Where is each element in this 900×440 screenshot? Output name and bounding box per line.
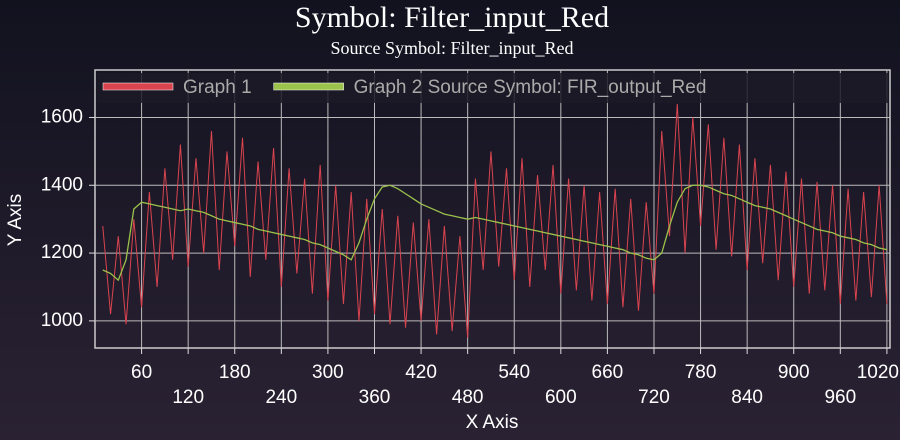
- legend-box: [97, 73, 888, 103]
- x-tick-label: 780: [685, 362, 717, 383]
- y-tick-label: 1400: [41, 174, 83, 195]
- chart-subtitle: Source Symbol: Filter_input_Red: [331, 38, 574, 58]
- series-line: [102, 103, 888, 338]
- legend-swatch: [273, 82, 344, 91]
- x-tick-label: 660: [592, 362, 624, 383]
- grid: 1000 1200 1400 1600 60 120 180 240 300 360 420 480 5…: [41, 70, 899, 408]
- x-tick-label: 180: [219, 362, 251, 383]
- legend-label: Graph 2 Source Symbol: FIR_output_Red: [354, 77, 707, 98]
- y-tick-label: 1600: [41, 106, 83, 127]
- legend: Graph 1 Graph 2 Source Symbol: FIR_output…: [97, 73, 888, 103]
- x-tick-label: 960: [824, 387, 856, 408]
- x-tick-label: 840: [731, 387, 763, 408]
- x-tick-label: 720: [638, 387, 670, 408]
- x-axis-label: X Axis: [466, 412, 519, 433]
- x-tick-label: 900: [778, 362, 810, 383]
- x-tick-label: 360: [359, 387, 391, 408]
- legend-label: Graph 1: [183, 77, 252, 98]
- x-tick-label: 480: [452, 387, 484, 408]
- x-tick-label: 540: [498, 362, 530, 383]
- chart-title: Symbol: Filter_input_Red: [295, 1, 609, 34]
- y-tick-label: 1200: [41, 242, 83, 263]
- plot-frame: [94, 69, 891, 349]
- x-tick-label: 60: [131, 362, 152, 383]
- y-tick-label: 1000: [41, 310, 83, 331]
- series-line: [102, 184, 888, 282]
- x-tick-label: 240: [265, 387, 297, 408]
- legend-swatch: [102, 82, 174, 91]
- x-tick-label: 420: [405, 362, 437, 383]
- x-tick-label: 300: [312, 362, 344, 383]
- lines: [102, 103, 888, 338]
- y-axis-label: Y Axis: [5, 194, 26, 246]
- x-tick-label: 1020: [857, 362, 899, 383]
- x-tick-label: 600: [545, 387, 577, 408]
- x-tick-label: 120: [172, 387, 204, 408]
